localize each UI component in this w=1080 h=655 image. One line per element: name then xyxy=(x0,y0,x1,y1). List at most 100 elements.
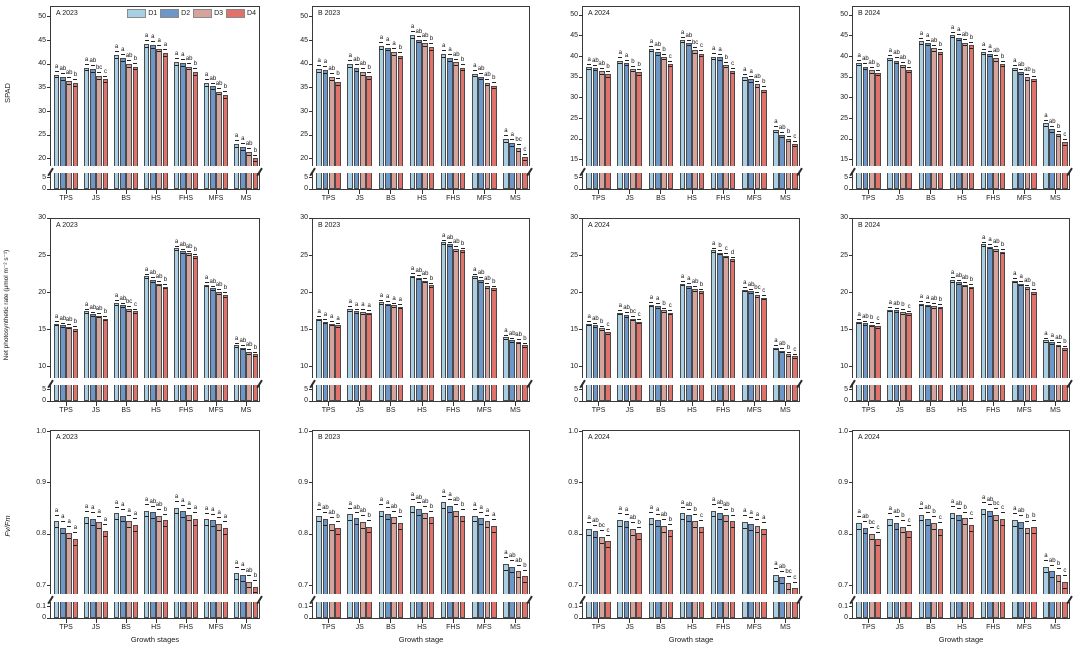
error-bar xyxy=(649,511,654,526)
sig-letter: b xyxy=(662,300,666,307)
y-tick-label: 35 xyxy=(38,83,46,91)
y-tick xyxy=(47,40,51,42)
sig-letter: a xyxy=(84,503,89,510)
sig-letter: a xyxy=(73,525,78,532)
bar-D2-TPS xyxy=(60,325,66,401)
x-tick-label: TPS xyxy=(861,624,876,631)
error-bar xyxy=(174,500,179,515)
x-tick xyxy=(421,618,423,623)
error-bar xyxy=(385,43,390,52)
x-tick xyxy=(961,189,963,194)
bar-D4-JS xyxy=(366,526,372,618)
y-tick xyxy=(309,177,313,179)
plot-area: 0 5 10 15 20 25 30 TPS a a a a JS a a a a BS a a a a HS a ab ab b F… xyxy=(300,214,533,414)
sig-letter: a xyxy=(1044,330,1048,337)
bar-D2-BS xyxy=(924,304,931,401)
sig-letter: a xyxy=(473,502,477,509)
x-tick-label: BS xyxy=(386,407,396,414)
error-bar xyxy=(491,519,496,533)
error-bar xyxy=(423,506,428,520)
error-bar xyxy=(655,303,660,309)
x-tick-label: MS xyxy=(240,195,252,202)
error-bar xyxy=(981,501,986,516)
y-tick xyxy=(309,63,313,65)
sig-letter: b xyxy=(223,285,228,292)
x-tick xyxy=(95,189,97,194)
sig-letter: bc xyxy=(868,520,875,527)
error-bar xyxy=(876,323,881,329)
bar-D1-TPS xyxy=(316,515,322,618)
bar-D3-JS xyxy=(900,526,906,618)
bar-D3-TPS xyxy=(598,328,605,401)
sig-letter: ab xyxy=(353,57,360,64)
sig-letter: a xyxy=(410,24,415,31)
error-bar xyxy=(649,301,654,308)
error-bar xyxy=(761,86,766,93)
bar-D3-MS xyxy=(785,139,792,189)
plot-area: 0 5 20 25 30 35 40 45 50 TPS a a ab b JS a ab ab b BS a a a b HS… xyxy=(300,6,533,202)
error-bar xyxy=(956,34,961,41)
bar-D4-TPS xyxy=(605,332,611,401)
error-bar xyxy=(686,508,691,522)
sig-letter: c xyxy=(876,316,880,323)
bar-D2-MFS xyxy=(1018,521,1024,618)
sig-letter: a xyxy=(241,561,245,568)
bar-D1-MFS xyxy=(742,521,748,618)
axis-break-band xyxy=(50,166,260,174)
sig-letter: a xyxy=(926,32,930,39)
error-bar xyxy=(416,35,421,44)
error-bar xyxy=(900,309,905,315)
sig-letter: a xyxy=(367,303,371,310)
x-tick-label: HS xyxy=(417,195,427,202)
y-tick-label: 50 xyxy=(300,12,308,20)
sig-letter: ab xyxy=(508,552,516,559)
sig-letter: a xyxy=(386,500,390,507)
legend-label-D2: D2 xyxy=(181,10,191,17)
panel-2-3: 0 5 10 15 20 25 30 TPS a ab b c JS a ab bc c BS a a b c HS a a ab… xyxy=(540,212,810,424)
error-bar xyxy=(503,135,508,143)
y-tick xyxy=(579,14,583,16)
error-bar xyxy=(217,517,222,531)
bar-D3-TPS xyxy=(66,532,72,618)
y-tick xyxy=(309,134,313,136)
error-bar xyxy=(210,513,215,528)
panel-1-1: SPAD 0 5 20 25 30 35 40 45 50 TPS a ab ab b JS a ab bc c BS a… xyxy=(0,0,270,212)
x-tick xyxy=(660,401,662,406)
sig-letter: ab xyxy=(893,509,900,516)
sig-letter: a xyxy=(649,504,654,511)
error-bar xyxy=(73,326,78,332)
error-bar xyxy=(127,60,132,68)
sig-letter: ab xyxy=(660,512,668,519)
error-bar xyxy=(869,527,874,541)
sig-letter: b xyxy=(786,128,791,135)
bar-D2-JS xyxy=(353,311,360,401)
bar-D4-MFS xyxy=(760,89,767,189)
sig-letter: a xyxy=(755,512,760,519)
error-bar xyxy=(423,278,428,284)
error-bar xyxy=(1056,342,1061,348)
y-tick-label: 20 xyxy=(300,288,308,296)
x-tick-label: TPS xyxy=(861,195,876,202)
y-tick xyxy=(47,255,51,257)
sig-letter: b xyxy=(398,44,402,51)
error-bar xyxy=(1062,139,1067,146)
sig-letter: a xyxy=(133,511,138,518)
sig-letter: b xyxy=(429,275,434,282)
error-bar xyxy=(618,513,623,527)
error-bar xyxy=(120,54,125,62)
sig-letter: ab xyxy=(754,73,761,80)
error-bar xyxy=(876,532,881,546)
error-bar xyxy=(900,61,905,69)
sig-letter: a xyxy=(587,56,591,63)
sig-letter: ab xyxy=(359,508,367,515)
sig-letter: bc xyxy=(125,299,133,306)
bar-D4-BS xyxy=(667,312,674,401)
sig-letter: a xyxy=(348,299,352,306)
error-bar xyxy=(157,509,162,523)
sig-letter: ab xyxy=(215,80,223,87)
sig-letter: a xyxy=(348,500,352,507)
error-bar xyxy=(522,342,527,348)
bar-D2-HS xyxy=(686,515,692,618)
legend-label-D3: D3 xyxy=(214,10,224,17)
error-bar xyxy=(157,281,162,287)
